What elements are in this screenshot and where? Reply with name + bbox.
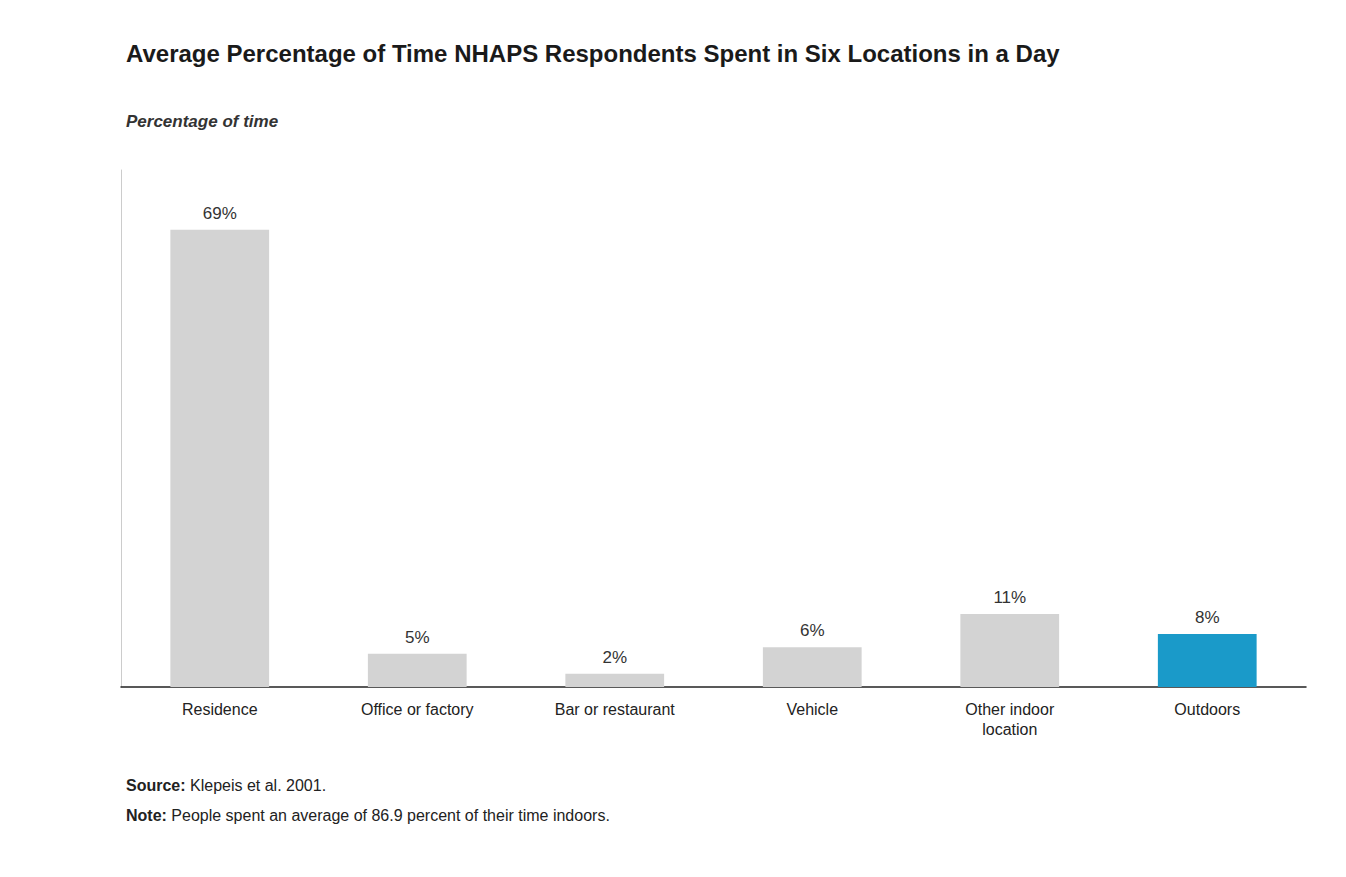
- svg-text:11%: 11%: [993, 588, 1026, 607]
- svg-text:Note:: Note:: [126, 807, 167, 824]
- svg-text:Office or factory: Office or factory: [361, 701, 474, 718]
- svg-text:Percentage of time: Percentage of time: [126, 112, 278, 131]
- svg-text:8%: 8%: [1195, 608, 1220, 627]
- svg-text:Source:: Source:: [126, 777, 186, 794]
- svg-text:Vehicle: Vehicle: [786, 701, 838, 718]
- svg-text:5%: 5%: [405, 628, 430, 647]
- svg-text:Outdoors: Outdoors: [1174, 701, 1240, 718]
- svg-text:location: location: [982, 721, 1037, 738]
- svg-text:Bar or restaurant: Bar or restaurant: [555, 701, 676, 718]
- svg-text:69%: 69%: [203, 204, 237, 223]
- svg-text:Average Percentage of Time NHA: Average Percentage of Time NHAPS Respond…: [126, 40, 1060, 67]
- svg-text:6%: 6%: [800, 621, 825, 640]
- svg-text:Residence: Residence: [182, 701, 258, 718]
- svg-text:Other indoor: Other indoor: [965, 701, 1055, 718]
- svg-text:2%: 2%: [602, 648, 627, 667]
- svg-text:People spent an average of 86.: People spent an average of 86.9 percent …: [167, 807, 610, 824]
- svg-text:Klepeis et al. 2001.: Klepeis et al. 2001.: [186, 777, 327, 794]
